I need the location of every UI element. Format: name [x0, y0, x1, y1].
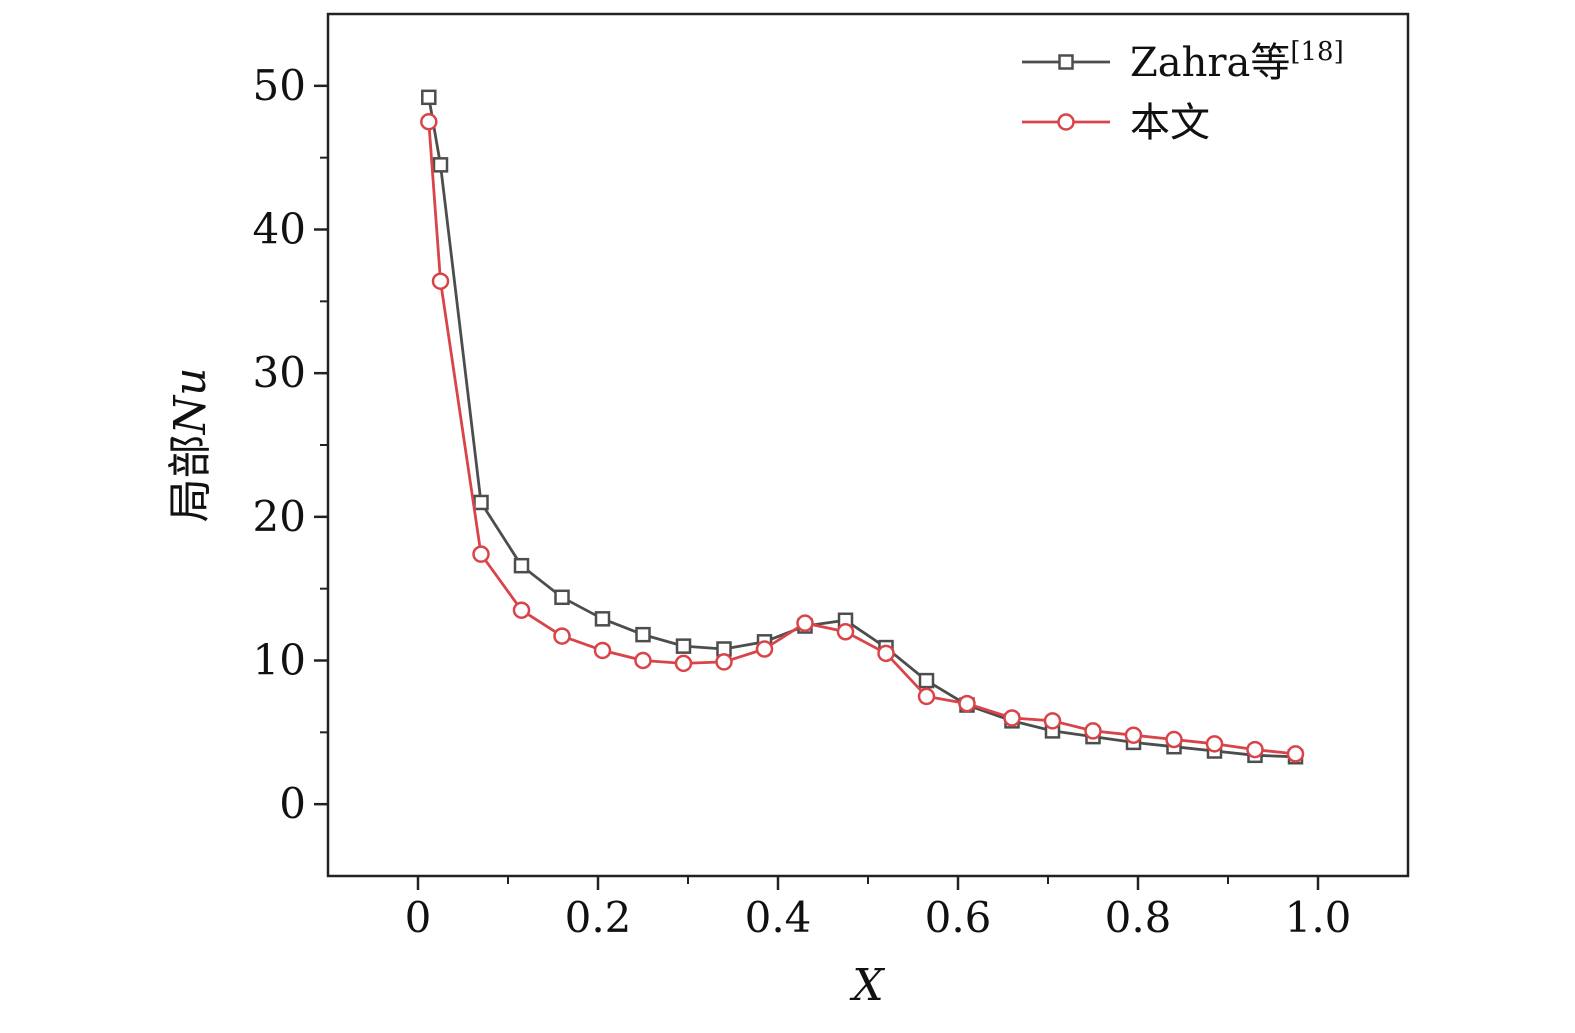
- series-line: [427, 121, 1296, 756]
- data-point: [634, 651, 652, 670]
- data-point: [513, 557, 530, 574]
- data-point: [554, 589, 570, 606]
- legend-label-text: Zahra等: [1130, 40, 1290, 86]
- data-point: [421, 89, 437, 106]
- legend-label: Zahra等[18]: [1130, 37, 1344, 86]
- data-point: [635, 626, 651, 643]
- data-point: [1124, 726, 1143, 744]
- legend-label-sup: [18]: [1290, 37, 1343, 67]
- data-point: [918, 672, 935, 689]
- data-point: [432, 157, 449, 173]
- data-point: [796, 614, 814, 632]
- legend-marker: [1057, 113, 1075, 131]
- series-layer: [420, 89, 1305, 765]
- series-1: [421, 89, 1304, 765]
- y-axis-title: 局部Nu: [165, 368, 216, 523]
- legend-label: 本文: [1130, 100, 1210, 146]
- data-point: [420, 113, 438, 131]
- data-point: [674, 654, 693, 673]
- series-line: [427, 97, 1296, 759]
- y-tick-label: 10: [253, 636, 306, 685]
- data-point: [512, 601, 531, 619]
- data-point: [553, 627, 571, 645]
- data-point: [472, 545, 490, 563]
- x-tick-label: 0.6: [925, 893, 992, 942]
- data-point: [675, 638, 692, 654]
- y-tick-label: 30: [253, 348, 306, 397]
- data-point: [1165, 730, 1183, 749]
- data-point: [1205, 735, 1224, 753]
- y-tick-label: 20: [253, 492, 306, 541]
- legend-label-text: 本文: [1130, 100, 1210, 146]
- y-axis-title-prefix: 局部: [165, 434, 216, 522]
- data-point: [715, 653, 733, 671]
- data-point: [473, 494, 489, 511]
- x-axis-title: X: [849, 960, 885, 1011]
- plot-frame: [326, 12, 1410, 878]
- data-point: [594, 611, 611, 627]
- y-tick-label: 0: [279, 779, 306, 828]
- legend: Zahra等[18] 本文: [1022, 37, 1344, 146]
- x-tick-label: 0: [405, 893, 432, 942]
- legend-entry-1: Zahra等[18]: [1022, 37, 1344, 86]
- y-axis-title-var: Nu: [165, 368, 216, 436]
- data-point: [1084, 722, 1102, 740]
- legend-entry-2: 本文: [1022, 100, 1210, 146]
- data-point: [755, 640, 774, 658]
- y-tick-label: 40: [253, 205, 306, 254]
- x-tick-label: 0.2: [565, 893, 632, 942]
- data-point: [1246, 740, 1264, 759]
- data-point: [431, 272, 450, 290]
- data-point: [836, 623, 855, 641]
- data-point: [877, 644, 895, 663]
- data-point: [1043, 712, 1062, 730]
- x-tick-label: 1.0: [1285, 893, 1352, 942]
- data-point: [593, 641, 612, 660]
- data-point: [1003, 709, 1021, 727]
- y-tick-label: 50: [253, 61, 306, 110]
- data-point: [1286, 745, 1305, 763]
- legend-marker: [1058, 54, 1074, 70]
- data-point: [917, 687, 936, 706]
- x-tick-label: 0.8: [1105, 893, 1172, 942]
- axis-ticks: 0 0.2 0.4 0.6 0.8 1.0 0 10 20 30 40 50: [253, 61, 1352, 942]
- data-point: [958, 694, 976, 713]
- x-tick-label: 0.4: [745, 893, 812, 942]
- series-2: [420, 113, 1305, 763]
